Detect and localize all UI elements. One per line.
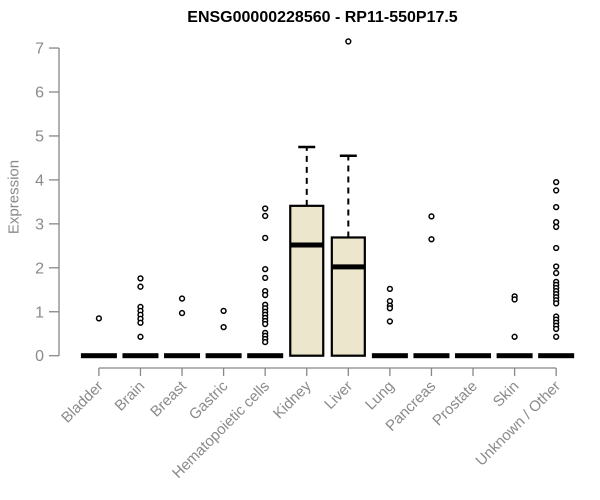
y-tick-label: 5 <box>35 128 44 145</box>
outlier-point <box>428 213 435 220</box>
x-tick-label: Brain <box>112 378 149 415</box>
outlier-point <box>553 300 560 307</box>
outlier-point <box>386 318 394 325</box>
x-tick-label: Prostate <box>429 378 481 430</box>
x-tick-label: Skin <box>490 378 523 411</box>
outlier-point <box>137 319 144 326</box>
outlier-point <box>262 205 269 212</box>
outlier-point <box>262 291 269 299</box>
outlier-point <box>386 285 394 293</box>
collapsed-box <box>164 353 201 359</box>
outlier-point <box>345 38 352 45</box>
outlier-point <box>178 309 186 317</box>
outlier-point <box>220 323 227 331</box>
outlier-point <box>553 244 560 252</box>
outlier-point <box>95 315 103 322</box>
box <box>289 204 325 357</box>
y-tick-label: 0 <box>35 348 44 365</box>
outlier-point <box>262 234 269 242</box>
outlier-point <box>428 236 435 243</box>
outlier-point <box>262 274 269 282</box>
collapsed-box <box>538 353 575 359</box>
box <box>330 236 366 357</box>
outlier-point <box>386 305 394 312</box>
outlier-point <box>553 269 560 277</box>
outlier-point <box>553 223 560 231</box>
collapsed-box <box>122 353 159 359</box>
collapsed-box <box>455 353 492 359</box>
x-tick-label: Bladder <box>58 378 107 427</box>
x-tick-label: Breast <box>147 377 190 420</box>
y-tick-label: 6 <box>35 85 44 102</box>
outlier-point <box>220 307 227 315</box>
outlier-point <box>262 212 269 220</box>
chart-title: ENSG00000228560 - RP11-550P17.5 <box>187 9 458 26</box>
collapsed-box <box>80 353 117 359</box>
x-tick-label: Kidney <box>270 377 315 422</box>
outlier-point <box>511 333 518 340</box>
y-tick-label: 3 <box>35 216 44 233</box>
outlier-point <box>553 178 560 186</box>
collapsed-box <box>413 353 450 359</box>
outlier-point <box>553 263 560 270</box>
collapsed-box <box>205 353 242 359</box>
outlier-point <box>262 265 269 273</box>
outlier-point <box>262 338 269 346</box>
x-tick-label: Liver <box>321 378 356 413</box>
outlier-point <box>553 325 560 333</box>
outlier-point <box>553 203 560 211</box>
outlier-point <box>511 296 518 303</box>
outlier-point <box>262 320 269 328</box>
outlier-point <box>553 218 560 226</box>
collapsed-box <box>247 353 284 359</box>
y-tick-label: 1 <box>35 304 44 321</box>
outlier-point <box>553 187 560 194</box>
outlier-point <box>553 333 560 340</box>
y-tick-label: 4 <box>35 172 44 189</box>
collapsed-box <box>496 353 533 359</box>
outlier-point <box>178 295 186 302</box>
y-tick-label: 7 <box>35 41 44 58</box>
x-tick-label: Lung <box>362 378 398 414</box>
outlier-point <box>137 275 144 282</box>
collapsed-box <box>371 353 408 359</box>
outlier-point <box>137 283 144 290</box>
y-tick-label: 2 <box>35 260 44 277</box>
outlier-point <box>137 333 144 340</box>
